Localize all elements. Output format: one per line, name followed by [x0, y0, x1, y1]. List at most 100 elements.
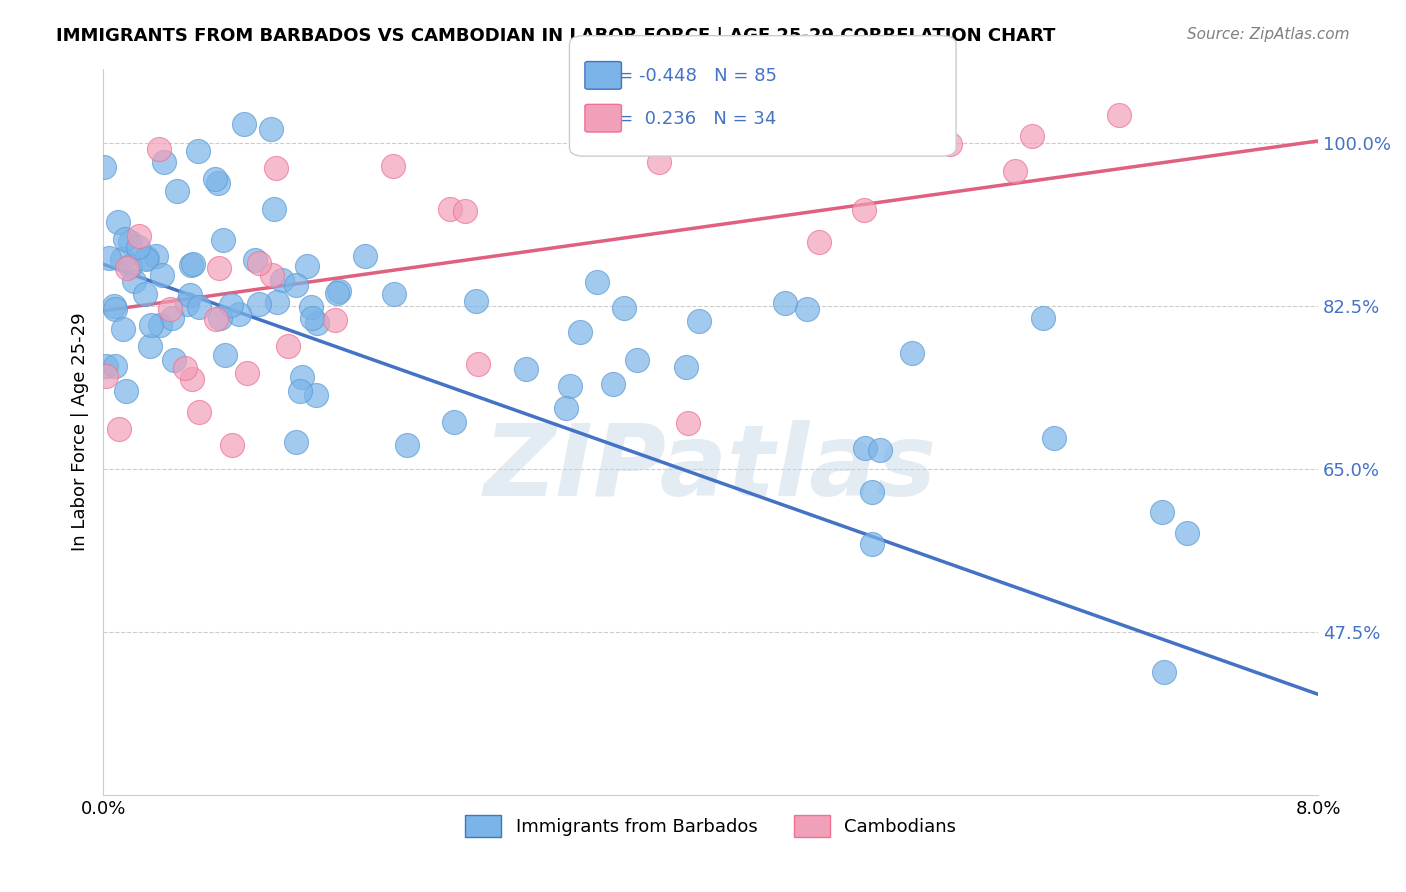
Point — [214, 348, 236, 362]
Point — [1177, 526, 1199, 541]
Point — [560, 378, 582, 392]
Point — [150, 268, 173, 282]
Point — [94, 359, 117, 374]
Point — [162, 310, 184, 325]
Point — [166, 184, 188, 198]
Point — [236, 367, 259, 381]
Point — [353, 249, 375, 263]
Point — [285, 277, 308, 292]
Point — [688, 314, 710, 328]
Point — [263, 202, 285, 216]
Point — [232, 117, 254, 131]
Point — [682, 108, 704, 122]
Point — [219, 298, 242, 312]
Point — [1153, 665, 1175, 679]
Point — [134, 286, 156, 301]
Point — [247, 256, 270, 270]
Point — [796, 301, 818, 316]
Y-axis label: In Labor Force | Age 25-29: In Labor Force | Age 25-29 — [72, 313, 89, 551]
Point — [742, 114, 765, 128]
Point — [211, 233, 233, 247]
Point — [299, 301, 322, 315]
Point — [247, 297, 270, 311]
Point — [208, 310, 231, 325]
Point — [381, 159, 404, 173]
Point — [264, 161, 287, 176]
Point — [277, 339, 299, 353]
Text: R =  0.236   N = 34: R = 0.236 N = 34 — [600, 110, 776, 128]
Point — [439, 202, 461, 217]
Point — [1043, 431, 1066, 445]
Point — [328, 285, 350, 299]
Point — [808, 235, 831, 250]
Point — [159, 301, 181, 316]
Point — [181, 372, 204, 386]
Point — [205, 311, 228, 326]
Point — [307, 316, 329, 330]
Point — [122, 275, 145, 289]
Point — [127, 239, 149, 253]
Point — [188, 300, 211, 314]
Point — [94, 369, 117, 384]
Point — [228, 307, 250, 321]
Point — [114, 232, 136, 246]
Point — [148, 142, 170, 156]
Point — [208, 261, 231, 276]
Point — [112, 322, 135, 336]
Point — [1021, 128, 1043, 143]
Point — [1108, 108, 1130, 122]
Point — [152, 155, 174, 169]
Point — [111, 252, 134, 266]
Point — [93, 160, 115, 174]
Point — [554, 401, 576, 416]
Point — [120, 260, 142, 274]
Point — [135, 251, 157, 265]
Point — [602, 377, 624, 392]
Point — [305, 388, 328, 402]
Point — [453, 204, 475, 219]
Point — [291, 370, 314, 384]
Point — [103, 299, 125, 313]
Point — [939, 137, 962, 152]
Point — [569, 325, 592, 339]
Point — [626, 352, 648, 367]
Point — [443, 416, 465, 430]
Point — [104, 359, 127, 373]
Point — [326, 285, 349, 300]
Point — [271, 273, 294, 287]
Point — [901, 346, 924, 360]
Point — [1004, 163, 1026, 178]
Point — [301, 311, 323, 326]
Point — [323, 313, 346, 327]
Point — [1150, 505, 1173, 519]
Point — [869, 443, 891, 458]
Point — [163, 353, 186, 368]
Point — [295, 260, 318, 274]
Point — [139, 318, 162, 332]
Point — [464, 293, 486, 308]
Point — [114, 384, 136, 398]
Point — [107, 215, 129, 229]
Point — [775, 295, 797, 310]
Point — [260, 268, 283, 283]
Point — [678, 416, 700, 430]
Point — [104, 302, 127, 317]
Point — [284, 434, 307, 449]
Point — [181, 257, 204, 271]
Point — [221, 438, 243, 452]
Point — [585, 275, 607, 289]
Point — [260, 122, 283, 136]
Point — [108, 421, 131, 435]
Point — [207, 177, 229, 191]
Point — [173, 361, 195, 376]
Point — [176, 297, 198, 311]
Point — [467, 357, 489, 371]
Point — [853, 441, 876, 455]
Point — [179, 288, 201, 302]
Point — [187, 144, 209, 158]
Legend: Immigrants from Barbados, Cambodians: Immigrants from Barbados, Cambodians — [458, 808, 963, 845]
Point — [288, 384, 311, 398]
Text: Source: ZipAtlas.com: Source: ZipAtlas.com — [1187, 27, 1350, 42]
Text: R = -0.448   N = 85: R = -0.448 N = 85 — [600, 67, 778, 85]
Text: ZIPatlas: ZIPatlas — [484, 420, 938, 516]
